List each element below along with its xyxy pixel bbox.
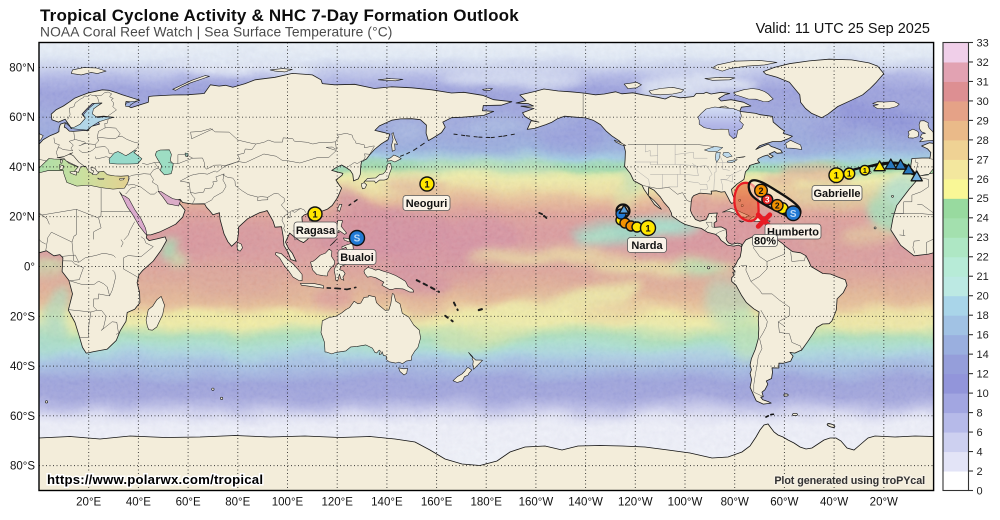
svg-text:60°N: 60°N bbox=[9, 112, 35, 124]
svg-text:4: 4 bbox=[977, 446, 983, 458]
svg-text:60°S: 60°S bbox=[10, 411, 35, 423]
svg-text:20°W: 20°W bbox=[870, 497, 898, 509]
svg-text:24: 24 bbox=[977, 213, 989, 225]
svg-text:33: 33 bbox=[977, 37, 989, 49]
svg-text:32: 32 bbox=[977, 57, 989, 69]
svg-text:1: 1 bbox=[834, 171, 840, 182]
svg-text:1: 1 bbox=[847, 169, 852, 178]
svg-text:1: 1 bbox=[863, 166, 867, 175]
svg-text:Bualoi: Bualoi bbox=[340, 252, 374, 264]
svg-text:Humberto: Humberto bbox=[767, 226, 819, 238]
svg-text:Gabrielle: Gabrielle bbox=[813, 188, 860, 200]
svg-text:80°W: 80°W bbox=[721, 497, 749, 509]
svg-text:180°E: 180°E bbox=[470, 497, 502, 509]
svg-text:31: 31 bbox=[977, 76, 989, 88]
svg-text:40°W: 40°W bbox=[820, 497, 848, 509]
svg-text:1: 1 bbox=[312, 209, 318, 220]
svg-text:2: 2 bbox=[977, 466, 983, 478]
svg-text:S: S bbox=[790, 209, 797, 220]
svg-text:NOAA Coral Reef Watch | Sea Su: NOAA Coral Reef Watch | Sea Surface Temp… bbox=[40, 25, 392, 40]
svg-text:20: 20 bbox=[977, 291, 989, 303]
svg-text:10: 10 bbox=[977, 388, 989, 400]
svg-text:29: 29 bbox=[977, 115, 989, 127]
svg-text:22: 22 bbox=[977, 252, 989, 264]
svg-text:21: 21 bbox=[977, 271, 989, 283]
svg-text:100°W: 100°W bbox=[668, 497, 703, 509]
svg-text:26: 26 bbox=[977, 174, 989, 186]
svg-text:16: 16 bbox=[977, 330, 989, 342]
svg-text:8: 8 bbox=[977, 407, 983, 419]
svg-text:160°E: 160°E bbox=[421, 497, 453, 509]
svg-text:120°E: 120°E bbox=[321, 497, 353, 509]
svg-text:2: 2 bbox=[758, 186, 763, 196]
svg-text:Neoguri: Neoguri bbox=[406, 198, 448, 210]
svg-text:18: 18 bbox=[977, 310, 989, 322]
svg-text:Tropical Cyclone Activity & NH: Tropical Cyclone Activity & NHC 7-Day Fo… bbox=[40, 6, 519, 25]
svg-text:S: S bbox=[354, 234, 361, 245]
svg-text:40°N: 40°N bbox=[9, 162, 35, 174]
svg-text:12: 12 bbox=[977, 369, 989, 381]
svg-text:Valid: 11 UTC 25 Sep 2025: Valid: 11 UTC 25 Sep 2025 bbox=[756, 21, 930, 37]
svg-text:40°S: 40°S bbox=[10, 361, 35, 373]
svg-text:0: 0 bbox=[977, 485, 983, 497]
svg-text:1: 1 bbox=[645, 223, 651, 234]
svg-text:28: 28 bbox=[977, 135, 989, 147]
svg-text:140°W: 140°W bbox=[568, 497, 603, 509]
svg-text:Ragasa: Ragasa bbox=[296, 225, 336, 237]
svg-text:25: 25 bbox=[977, 193, 989, 205]
svg-text:6: 6 bbox=[977, 427, 983, 439]
svg-text:3: 3 bbox=[765, 195, 770, 205]
svg-text:60°E: 60°E bbox=[176, 497, 201, 509]
svg-text:Narda: Narda bbox=[631, 240, 663, 252]
svg-text:100°E: 100°E bbox=[272, 497, 304, 509]
svg-text:80%: 80% bbox=[754, 235, 776, 247]
svg-text:20°N: 20°N bbox=[9, 212, 35, 224]
svg-text:60°W: 60°W bbox=[770, 497, 798, 509]
svg-text:2: 2 bbox=[775, 200, 780, 210]
svg-text:40°E: 40°E bbox=[126, 497, 151, 509]
svg-text:Plot generated using troPYcal: Plot generated using troPYcal bbox=[774, 475, 925, 487]
svg-text:140°E: 140°E bbox=[371, 497, 403, 509]
svg-text:80°E: 80°E bbox=[225, 497, 250, 509]
svg-text:160°W: 160°W bbox=[519, 497, 554, 509]
svg-text:20°S: 20°S bbox=[10, 311, 35, 323]
svg-text:14: 14 bbox=[977, 349, 989, 361]
svg-text:1: 1 bbox=[424, 179, 430, 190]
svg-text:23: 23 bbox=[977, 232, 989, 244]
svg-text:30: 30 bbox=[977, 96, 989, 108]
svg-text:20°E: 20°E bbox=[76, 497, 101, 509]
svg-text:120°W: 120°W bbox=[618, 497, 653, 509]
svg-text:https://www.polarwx.com/tropic: https://www.polarwx.com/tropical bbox=[47, 472, 263, 487]
svg-text:27: 27 bbox=[977, 154, 989, 166]
svg-text:0°: 0° bbox=[24, 262, 35, 274]
svg-text:80°S: 80°S bbox=[10, 461, 35, 473]
svg-text:80°N: 80°N bbox=[9, 62, 35, 74]
